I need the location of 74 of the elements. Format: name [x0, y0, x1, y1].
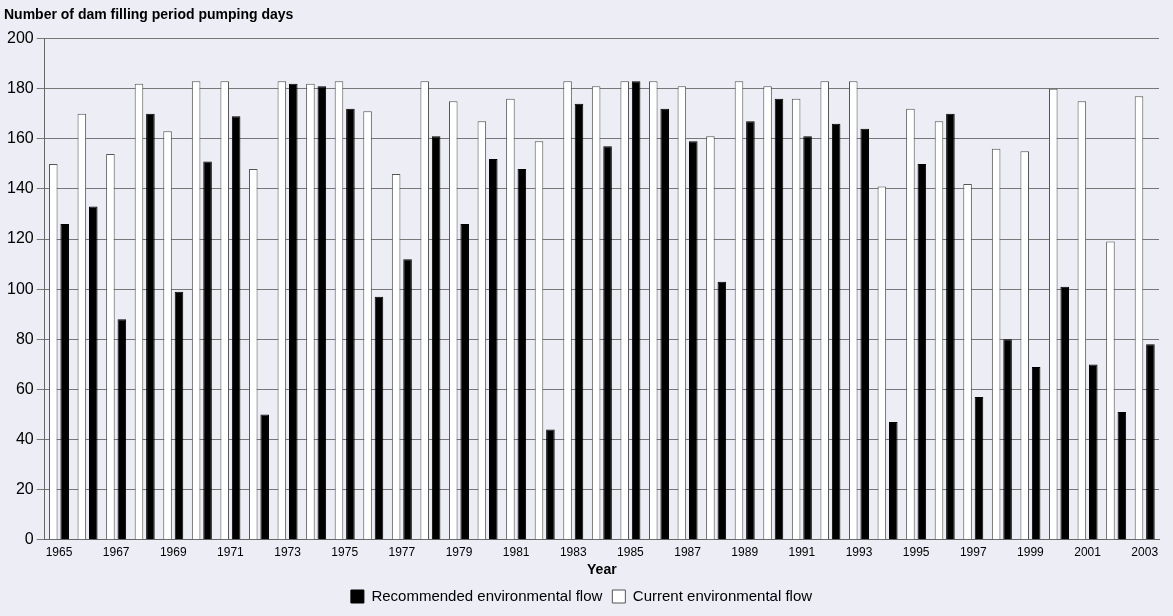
- y-tick-label: 20: [15, 480, 34, 498]
- y-axis-title: Number of dam filling period pumping days: [4, 6, 294, 22]
- y-tick-label: 140: [6, 179, 34, 197]
- bar: [660, 108, 669, 540]
- bar: [631, 81, 641, 540]
- y-tick-label: 100: [6, 279, 34, 297]
- bar: [603, 146, 612, 540]
- x-tick-label: 1987: [674, 545, 702, 560]
- bar: [431, 136, 441, 540]
- legend-label: Current environmental flow: [632, 586, 813, 604]
- bar: [746, 121, 755, 540]
- bar: [260, 414, 269, 540]
- x-tick-label: 1969: [159, 545, 187, 560]
- bar: [774, 98, 784, 540]
- x-tick-label: 1979: [445, 545, 473, 560]
- x-tick-label: 1967: [102, 545, 130, 560]
- bar: [460, 224, 469, 540]
- bar: [60, 224, 69, 540]
- x-tick-label: 1975: [331, 545, 359, 560]
- bar: [403, 259, 412, 540]
- bar: [488, 158, 498, 540]
- bar: [174, 291, 184, 540]
- y-tick-label: 40: [15, 429, 34, 447]
- bar: [146, 113, 155, 540]
- bar: [1089, 364, 1098, 540]
- bar: [1003, 339, 1012, 540]
- x-tick-label: 1983: [559, 545, 587, 560]
- y-tick-label: 160: [6, 129, 34, 147]
- x-tick-label: 1981: [502, 545, 530, 560]
- bar: [974, 396, 984, 540]
- bar: [831, 123, 841, 540]
- legend-label: Recommended environmental flow: [371, 586, 603, 604]
- bar: [803, 136, 812, 540]
- x-tick-label: 1965: [45, 545, 73, 560]
- bar: [374, 296, 384, 540]
- x-tick-label: 1973: [274, 545, 302, 560]
- bar: [203, 161, 212, 540]
- x-tick-label: 1999: [1017, 545, 1045, 560]
- bar: [517, 168, 527, 540]
- y-tick-label: 180: [6, 79, 34, 97]
- x-tick-label: 1989: [731, 545, 759, 560]
- x-tick-label: 1985: [617, 545, 645, 560]
- y-tick-label: 0: [24, 530, 34, 548]
- x-tick-label: 1997: [959, 545, 987, 560]
- bar: [231, 116, 241, 540]
- y-tick-label: 60: [15, 379, 34, 397]
- x-tick-label: 2003: [1131, 545, 1159, 560]
- bar: [860, 128, 869, 540]
- x-tick-label: 2001: [1074, 545, 1102, 560]
- x-tick-label: 1971: [217, 545, 245, 560]
- x-tick-label: 1995: [902, 545, 930, 560]
- bar: [574, 103, 584, 540]
- bar: [889, 422, 898, 540]
- y-tick-label: 120: [6, 229, 34, 247]
- bar: [946, 113, 955, 540]
- x-tick-label: 1977: [388, 545, 416, 560]
- bar: [688, 141, 698, 540]
- y-tick-label: 80: [15, 329, 34, 347]
- bar: [1117, 411, 1127, 540]
- bar: [1031, 366, 1041, 540]
- bar: [546, 429, 555, 540]
- bar: [1146, 344, 1155, 540]
- bar: [88, 206, 98, 540]
- bar: [117, 319, 127, 540]
- bar: [1060, 286, 1069, 540]
- bar: [346, 108, 355, 540]
- bar: [317, 86, 327, 540]
- bar: [917, 163, 927, 540]
- bar: [717, 281, 727, 540]
- x-axis-title: Year: [587, 561, 618, 578]
- bar: [288, 83, 298, 540]
- x-tick-label: 1993: [845, 545, 873, 560]
- y-tick-label: 200: [6, 29, 34, 47]
- x-tick-label: 1991: [788, 545, 816, 560]
